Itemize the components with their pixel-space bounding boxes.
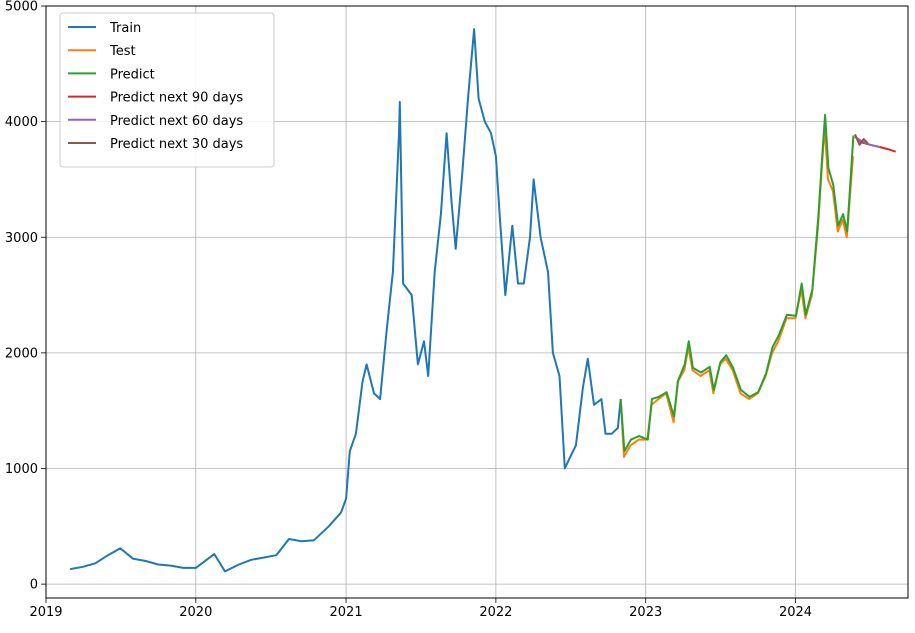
- legend-label: Predict: [110, 67, 155, 82]
- y-tick-label: 3000: [5, 231, 38, 246]
- x-tick-label: 2023: [629, 605, 662, 620]
- series-line-predict-next-30-days: [854, 133, 869, 146]
- y-tick-label: 2000: [5, 346, 38, 361]
- legend-box: [59, 12, 275, 168]
- legend-label: Train: [109, 21, 141, 36]
- x-tick-label: 2021: [330, 605, 363, 620]
- y-tick-label: 0: [30, 578, 38, 593]
- plot-frame: [45, 5, 909, 599]
- y-tick-label: 1000: [5, 462, 38, 477]
- y-tick-label: 5000: [5, 0, 38, 15]
- legend-label: Predict next 30 days: [110, 137, 243, 152]
- tick-layer: 2019 2020 2021 2022 2023 2024 0 1000 2000 3000 400…: [5, 0, 812, 620]
- series-line-predict-next-60-days: [854, 135, 881, 149]
- x-tick-label: 2022: [479, 605, 512, 620]
- legend: Train Test Predict Predict next 90 days Pred…: [59, 12, 275, 168]
- y-tick-label: 4000: [5, 115, 38, 130]
- legend-label: Predict next 60 days: [110, 114, 243, 129]
- series-line-predict: [619, 113, 855, 453]
- series-layer: [70, 28, 897, 573]
- x-tick-label: 2024: [779, 605, 812, 620]
- legend-label: Predict next 90 days: [110, 91, 243, 106]
- series-line-train: [70, 28, 622, 573]
- x-tick-label: 2020: [179, 605, 212, 620]
- legend-label: Test: [109, 44, 136, 59]
- x-tick-label: 2019: [29, 605, 62, 620]
- series-line-test: [619, 126, 854, 458]
